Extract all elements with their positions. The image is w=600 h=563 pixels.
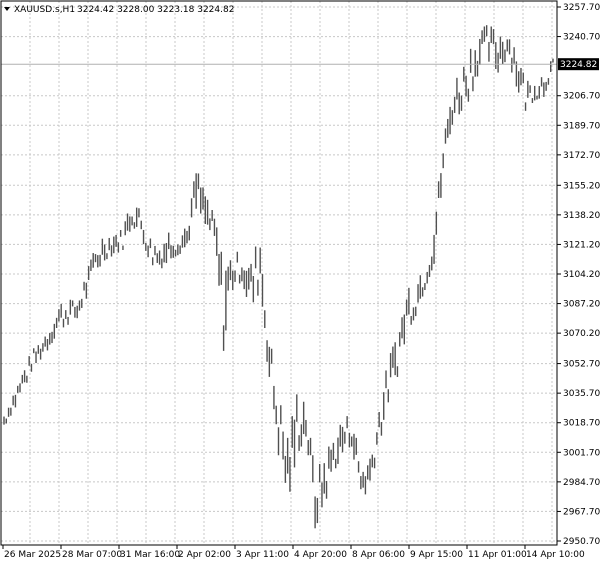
x-tick-label: 31 Mar 16:00 — [120, 550, 180, 560]
symbol-label: XAUUSD.s,H1 — [14, 5, 75, 15]
y-tick-label: 3138.20 — [563, 211, 600, 221]
triangle-down-icon[interactable] — [4, 7, 10, 11]
y-tick-label: 3087.20 — [563, 300, 600, 310]
x-tick-label: 26 Mar 2025 — [4, 550, 61, 560]
x-tick-label: 28 Mar 07:00 — [62, 550, 122, 560]
current-price-text: 3224.82 — [560, 60, 597, 70]
x-tick-label: 3 Apr 11:00 — [236, 550, 289, 560]
ohlc-readout: 3224.42 3228.00 3223.18 3224.82 — [77, 5, 234, 15]
x-tick-label: 8 Apr 06:00 — [352, 550, 405, 560]
y-tick-label: 2967.70 — [563, 507, 600, 517]
plot-border — [0, 0, 558, 546]
chart-header: XAUUSD.s,H1 3224.42 3228.00 3223.18 3224… — [4, 5, 234, 15]
x-tick-label: 9 Apr 15:00 — [410, 550, 463, 560]
y-tick-label: 3206.70 — [563, 92, 600, 102]
x-tick-label: 14 Apr 10:00 — [526, 550, 585, 560]
y-tick-label: 3001.70 — [563, 448, 600, 458]
price-bars — [3, 25, 554, 529]
price-axis[interactable]: 3257.70 3240.70 3206.70 3189.70 3172.70 3155.… — [557, 3, 600, 547]
y-tick-label: 3104.20 — [563, 270, 600, 280]
current-price-box — [558, 58, 599, 71]
y-tick-label: 2950.70 — [563, 537, 600, 547]
y-tick-label: 3052.70 — [563, 360, 600, 370]
y-tick-label: 3189.70 — [563, 121, 600, 131]
y-tick-label: 3121.20 — [563, 240, 600, 250]
x-tick-label: 2 Apr 02:00 — [178, 550, 231, 560]
x-tick-label: 4 Apr 20:00 — [294, 550, 347, 560]
current-price-label: 3224.82 — [558, 58, 599, 71]
y-tick-label: 3172.70 — [563, 151, 600, 161]
y-tick-label: 3018.70 — [563, 419, 600, 429]
x-tick-label: 11 Apr 01:00 — [468, 550, 527, 560]
y-tick-label: 3257.70 — [563, 3, 600, 13]
y-tick-label: 3155.20 — [563, 181, 600, 191]
y-tick-label: 2984.70 — [563, 478, 600, 488]
y-tick-label: 3240.70 — [563, 33, 600, 43]
y-tick-label: 3035.70 — [563, 389, 600, 399]
y-tick-label: 3070.20 — [563, 329, 600, 339]
